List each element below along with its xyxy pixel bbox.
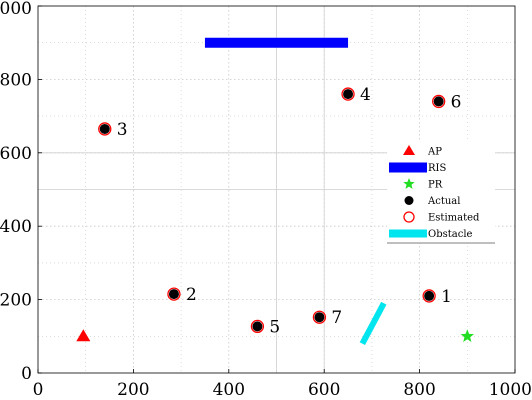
- chart-marks: 1 2 3 4 5 6 7: [76, 37, 474, 346]
- legend-pr-icon: [403, 178, 415, 189]
- estimated-point: [432, 94, 446, 109]
- point-label: 6: [451, 92, 462, 112]
- legend-ris-icon: [389, 162, 427, 173]
- pr-marker: [460, 329, 474, 342]
- point-label: 4: [360, 85, 371, 105]
- y-tick-label: 600: [0, 144, 32, 164]
- x-tick-label: 0: [33, 380, 44, 400]
- x-tick-label: 400: [213, 380, 245, 400]
- x-tick-label: 600: [308, 380, 340, 400]
- x-tick-label: 800: [403, 380, 435, 400]
- point-label: 5: [269, 317, 280, 337]
- y-tick-label: 200: [0, 291, 32, 311]
- actual-point: [314, 312, 325, 323]
- legend-label: Obstacle: [428, 229, 473, 240]
- legend-ap-icon: [403, 145, 415, 155]
- point-label: 3: [117, 120, 128, 140]
- y-tick-label: 1000: [0, 0, 32, 19]
- estimated-point: [250, 319, 265, 334]
- x-tick-label: 200: [117, 380, 149, 400]
- plot-frame: [37, 5, 516, 374]
- legend-label: Actual: [427, 196, 460, 207]
- legend-label: AP: [427, 147, 442, 158]
- obstacle: [359, 301, 387, 346]
- legend-label: Estimated: [428, 213, 480, 224]
- legend-obstacle-icon: [389, 229, 427, 238]
- point-label: 7: [331, 308, 342, 328]
- ap-marker: [76, 329, 91, 342]
- x-tick-label: 1000: [489, 380, 532, 400]
- actual-point: [168, 289, 179, 300]
- estimated-point: [422, 289, 436, 303]
- legend-label: PR: [428, 180, 443, 191]
- estimated-point: [98, 122, 112, 136]
- legend: AP RIS PR Actual Estimated Obstacle: [387, 142, 495, 244]
- actual-point: [343, 89, 354, 100]
- actual-point: [252, 321, 263, 332]
- point-label: 1: [441, 287, 452, 307]
- estimated-point: [167, 287, 181, 301]
- estimated-point: [312, 310, 327, 324]
- legend-actual-icon: [404, 196, 414, 205]
- legend-box: [387, 142, 495, 243]
- actual-point: [99, 123, 110, 134]
- actual-point: [433, 96, 444, 107]
- legend-estimated-icon: [403, 211, 415, 223]
- y-tick-label: 0: [21, 364, 32, 384]
- actual-point: [424, 290, 435, 301]
- point-label: 2: [186, 285, 197, 305]
- y-tick-label: 400: [0, 217, 32, 237]
- legend-label: RIS: [428, 163, 446, 174]
- estimated-point: [341, 87, 355, 101]
- y-tick-label: 800: [0, 70, 32, 90]
